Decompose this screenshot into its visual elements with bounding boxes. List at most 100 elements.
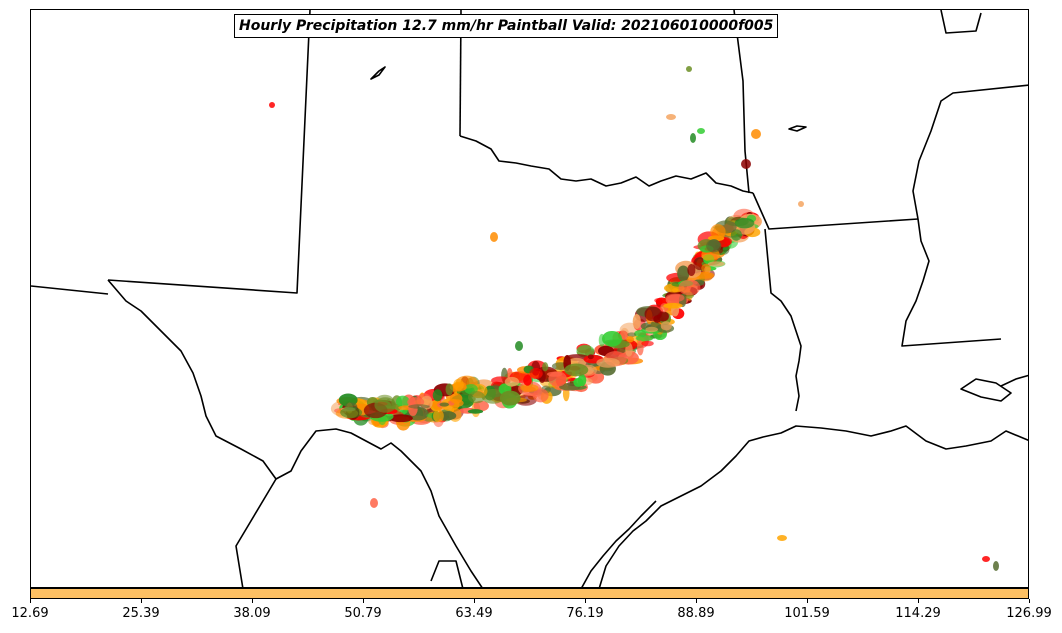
precip-blob (374, 397, 397, 413)
precip-cell (777, 535, 787, 541)
precip-blob (523, 374, 532, 386)
colorbar-tick-label: 126.99 (1006, 606, 1052, 621)
colorbar-tick-label: 50.79 (344, 606, 382, 621)
precip-blob (701, 263, 711, 274)
map-title: Hourly Precipitation 12.7 mm/hr Paintbal… (234, 14, 779, 38)
precip-blob (660, 321, 672, 331)
precip-blob (440, 411, 457, 421)
precip-cell (666, 114, 676, 120)
precip-cell (741, 159, 751, 169)
precip-blob (706, 239, 722, 253)
precip-blob (432, 389, 443, 402)
lake-outline (370, 66, 386, 80)
precip-blob (433, 409, 444, 423)
coastal-islands-3 (1000, 374, 1028, 387)
colorbar-tick-label: 63.49 (455, 606, 493, 621)
precip-blob (626, 336, 634, 343)
precip-blob (467, 409, 484, 414)
precip-blob (499, 390, 521, 406)
coastal-islands-1 (581, 500, 657, 587)
precip-blob (677, 265, 690, 282)
ms-river-lower (901, 218, 1002, 347)
precip-blob (468, 391, 486, 404)
colorbar-tick-mark (806, 599, 808, 603)
precip-cell (751, 129, 761, 139)
precip-blob (529, 368, 543, 380)
gulf-coastline (598, 425, 1028, 587)
colorbar-tick-label: 76.19 (566, 606, 604, 621)
ok-ar-border (733, 10, 750, 194)
precip-blob (601, 330, 623, 347)
precip-blob (504, 376, 520, 387)
precip-blob (645, 326, 659, 333)
tx-la-border (764, 228, 802, 412)
precip-cell (982, 556, 990, 562)
precip-blob (340, 406, 363, 419)
precip-cell (993, 561, 999, 571)
precip-cell (697, 128, 705, 134)
colorbar-tick-label: 101.59 (784, 606, 830, 621)
mexico-state-line-1 (235, 478, 277, 587)
nm-tx-border (107, 10, 311, 294)
precip-blob (687, 263, 696, 277)
precip-blob (408, 404, 430, 409)
precip-blob (644, 306, 662, 322)
precip-blob (532, 388, 549, 403)
colorbar-tick-label: 114.29 (895, 606, 941, 621)
precip-blob (734, 217, 755, 229)
precip-blob (564, 363, 589, 377)
precip-blob (663, 302, 683, 309)
precip-blob (671, 288, 679, 293)
precip-blob (453, 378, 464, 391)
precip-blob (707, 261, 725, 267)
map-frame (30, 9, 1029, 588)
precip-blob (481, 388, 505, 404)
precip-blob (632, 314, 641, 330)
precip-blob (395, 395, 410, 408)
colorbar-tick-mark (695, 599, 697, 603)
colorbar-tick-mark (584, 599, 586, 603)
precip-blob (587, 354, 594, 360)
precip-blob (445, 383, 454, 396)
precip-blob (697, 272, 713, 282)
colorbar-tick-label: 38.09 (233, 606, 271, 621)
colorbar-tick-mark (29, 599, 31, 603)
precip-blob (596, 357, 620, 368)
colorbar-tick-label: 88.89 (677, 606, 715, 621)
colorbar-tick-mark (473, 599, 475, 603)
precip-blob (473, 400, 489, 412)
precip-blob (641, 340, 654, 347)
precip-blob (635, 335, 654, 342)
precip-blob (389, 414, 413, 423)
precip-blob (542, 362, 549, 372)
precip-cell (269, 102, 275, 108)
boundary-lines (31, 10, 1028, 587)
map-canvas (31, 10, 1028, 587)
lake-outline-2 (788, 125, 807, 132)
colorbar-tick-mark (917, 599, 919, 603)
precip-cell (370, 498, 378, 508)
rio-grande-border (107, 279, 483, 587)
precip-blob (439, 402, 450, 407)
precip-cell (490, 232, 498, 242)
precip-blob (654, 298, 663, 303)
colorbar-tick-mark (251, 599, 253, 603)
precip-blob (678, 279, 701, 296)
ar-la-border (752, 192, 919, 230)
colorbar-tick-label: 25.39 (122, 606, 160, 621)
precip-blob (710, 224, 726, 240)
precip-blob (520, 384, 539, 392)
precip-cell (798, 201, 804, 207)
colorbar-tick-label: 12.69 (11, 606, 49, 621)
precip-blob (577, 374, 587, 387)
red-river-border (459, 135, 754, 194)
coastal-islands-2 (960, 378, 1012, 402)
precip-blob (665, 293, 685, 303)
ok-tx-panhandle-border (31, 285, 109, 295)
la-ms-border (912, 10, 1028, 220)
precip-cell (686, 66, 692, 72)
colorbar-tick-mark (1028, 599, 1030, 603)
colorbar (30, 588, 1029, 599)
mexico-state-line-2 (430, 560, 464, 587)
precip-swaths (269, 66, 999, 571)
